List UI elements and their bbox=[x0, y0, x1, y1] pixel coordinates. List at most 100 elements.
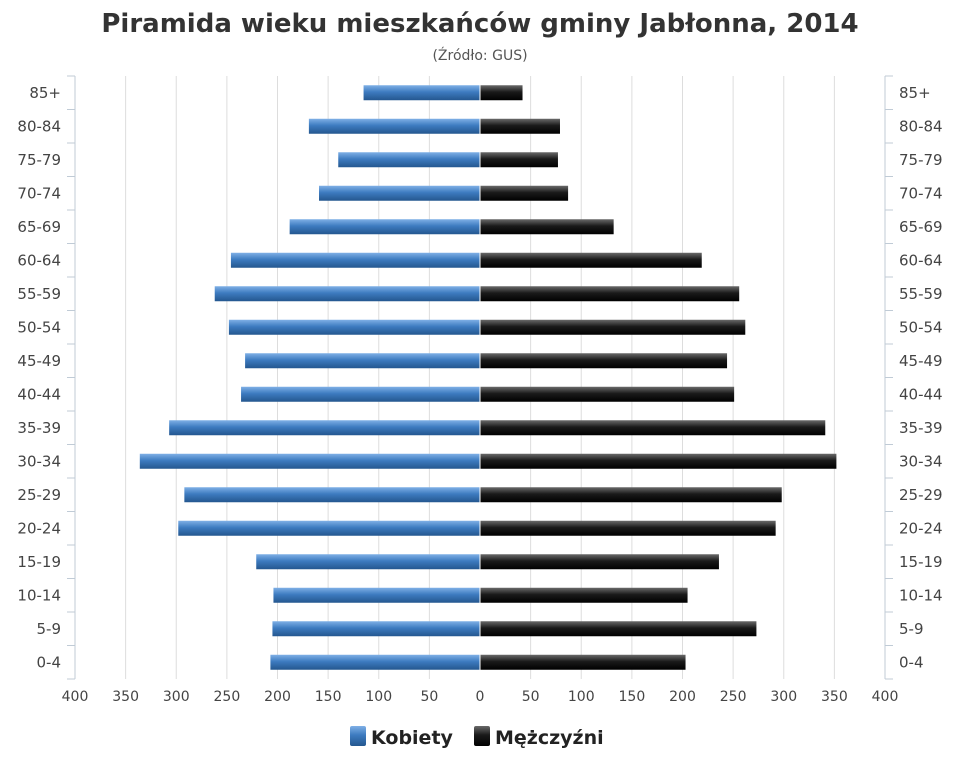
x-tick-labels: 400 350 300 250 200 150 100 50 0 50 100 150 200 250 30… bbox=[62, 689, 899, 705]
bar-male-75-79 bbox=[480, 152, 558, 168]
bar-male-70-74 bbox=[480, 185, 569, 201]
bar-female-65-69 bbox=[289, 219, 480, 235]
category-label-right: 45-49 bbox=[899, 352, 943, 370]
category-label-right: 55-59 bbox=[899, 285, 943, 303]
category-label-right: 20-24 bbox=[899, 519, 943, 537]
category-label-left: 0-4 bbox=[37, 653, 62, 671]
bar-male-65-69 bbox=[480, 219, 614, 235]
bar-female-75-79 bbox=[338, 152, 480, 168]
bar-male-0-4 bbox=[480, 654, 686, 670]
bar-female-80-84 bbox=[308, 118, 480, 134]
chart-title: Piramida wieku mieszkańców gminy Jabłonn… bbox=[101, 9, 858, 39]
category-label-left: 85+ bbox=[29, 84, 61, 102]
category-label-left: 15-19 bbox=[17, 553, 61, 571]
bar-male-50-54 bbox=[480, 319, 746, 335]
bar-male-85+ bbox=[480, 85, 523, 101]
category-label-right: 60-64 bbox=[899, 251, 943, 269]
legend-swatch-1 bbox=[474, 726, 490, 746]
category-label-right: 75-79 bbox=[899, 151, 943, 169]
bar-female-0-4 bbox=[270, 654, 480, 670]
bar-male-80-84 bbox=[480, 118, 560, 134]
x-tick-label: 50 bbox=[522, 689, 540, 705]
x-tick-label: 400 bbox=[872, 689, 899, 705]
category-label-right: 5-9 bbox=[899, 620, 924, 638]
bar-male-55-59 bbox=[480, 286, 740, 302]
category-label-right: 15-19 bbox=[899, 553, 943, 571]
bar-male-5-9 bbox=[480, 621, 757, 637]
bar-female-45-49 bbox=[245, 353, 480, 369]
category-label-right: 30-34 bbox=[899, 452, 943, 470]
bar-female-10-14 bbox=[273, 587, 480, 603]
legend-label-1[interactable]: Mężczyźni bbox=[495, 727, 604, 749]
category-label-right: 65-69 bbox=[899, 218, 943, 236]
grid-lines bbox=[74, 76, 886, 679]
category-label-left: 25-29 bbox=[17, 486, 61, 504]
category-label-left: 70-74 bbox=[17, 184, 61, 202]
bar-female-20-24 bbox=[178, 520, 480, 536]
x-tick-label: 250 bbox=[214, 689, 241, 705]
bar-female-55-59 bbox=[214, 286, 480, 302]
bar-female-15-19 bbox=[256, 554, 480, 570]
bar-female-5-9 bbox=[272, 621, 480, 637]
bar-male-35-39 bbox=[480, 420, 826, 436]
bar-male-10-14 bbox=[480, 587, 688, 603]
legend: Kobiety Mężczyźni bbox=[350, 726, 604, 749]
x-tick-label: 200 bbox=[264, 689, 291, 705]
x-tick-label: 100 bbox=[365, 689, 392, 705]
x-tick-label: 400 bbox=[62, 689, 89, 705]
category-label-right: 0-4 bbox=[899, 653, 924, 671]
legend-swatch-0 bbox=[350, 726, 366, 746]
category-label-left: 10-14 bbox=[17, 586, 61, 604]
category-label-left: 20-24 bbox=[17, 519, 61, 537]
category-label-left: 55-59 bbox=[17, 285, 61, 303]
axes bbox=[67, 75, 893, 680]
category-label-right: 35-39 bbox=[899, 419, 943, 437]
category-label-left: 50-54 bbox=[17, 318, 61, 336]
bar-male-20-24 bbox=[480, 520, 776, 536]
bar-female-50-54 bbox=[228, 319, 480, 335]
bar-female-25-29 bbox=[184, 487, 480, 503]
x-tick-label: 50 bbox=[420, 689, 438, 705]
category-label-left: 40-44 bbox=[17, 385, 61, 403]
bar-female-30-34 bbox=[139, 453, 481, 469]
x-tick-label: 300 bbox=[163, 689, 190, 705]
x-tick-label: 250 bbox=[720, 689, 747, 705]
category-label-left: 75-79 bbox=[17, 151, 61, 169]
x-tick-label: 0 bbox=[476, 689, 485, 705]
bar-female-85+ bbox=[363, 85, 480, 101]
category-label-left: 60-64 bbox=[17, 251, 61, 269]
x-tick-label: 150 bbox=[315, 689, 342, 705]
bar-female-35-39 bbox=[169, 420, 480, 436]
x-tick-label: 150 bbox=[619, 689, 646, 705]
bar-male-30-34 bbox=[480, 453, 837, 469]
x-tick-label: 350 bbox=[821, 689, 848, 705]
category-label-right: 85+ bbox=[899, 84, 931, 102]
category-label-right: 25-29 bbox=[899, 486, 943, 504]
bar-female-60-64 bbox=[230, 252, 480, 268]
bar-male-15-19 bbox=[480, 554, 719, 570]
category-label-left: 65-69 bbox=[17, 218, 61, 236]
bar-male-60-64 bbox=[480, 252, 702, 268]
category-label-right: 70-74 bbox=[899, 184, 943, 202]
category-label-left: 5-9 bbox=[37, 620, 62, 638]
category-label-right: 40-44 bbox=[899, 385, 943, 403]
x-tick-label: 300 bbox=[770, 689, 797, 705]
x-tick-label: 200 bbox=[669, 689, 696, 705]
bar-female-40-44 bbox=[241, 386, 480, 402]
legend-label-0[interactable]: Kobiety bbox=[371, 727, 454, 749]
category-label-left: 30-34 bbox=[17, 452, 61, 470]
bar-male-40-44 bbox=[480, 386, 735, 402]
category-label-left: 80-84 bbox=[17, 117, 61, 135]
category-label-left: 35-39 bbox=[17, 419, 61, 437]
category-label-right: 80-84 bbox=[899, 117, 943, 135]
bar-male-45-49 bbox=[480, 353, 728, 369]
chart-subtitle: (Źródło: GUS) bbox=[432, 46, 527, 64]
category-labels: 85+ 85+ 80-84 80-84 75-79 75-79 70-74 70-74 65-6… bbox=[17, 84, 942, 672]
category-label-right: 10-14 bbox=[899, 586, 943, 604]
bar-female-70-74 bbox=[319, 185, 480, 201]
x-tick-label: 100 bbox=[568, 689, 595, 705]
category-label-left: 45-49 bbox=[17, 352, 61, 370]
category-label-right: 50-54 bbox=[899, 318, 943, 336]
bars bbox=[139, 76, 837, 679]
